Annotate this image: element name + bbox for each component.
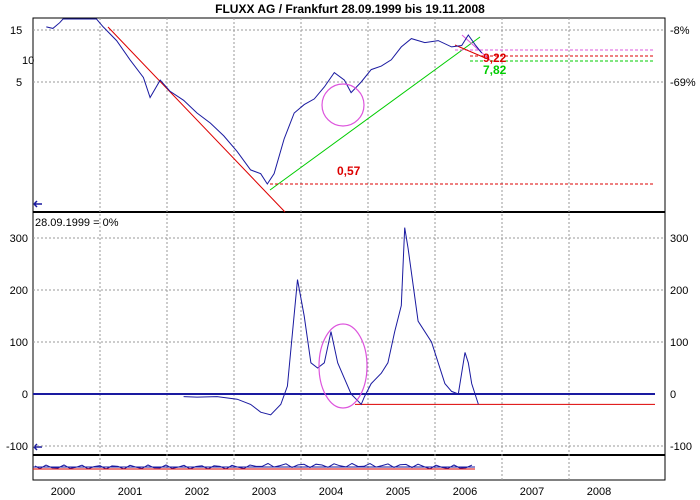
volume-line xyxy=(34,462,473,470)
perf-ytick-right: 0 xyxy=(670,389,676,401)
perf-ytick-left: 200 xyxy=(10,285,28,297)
x-tick-label: 2002 xyxy=(185,486,209,498)
price-ytick-10: 10 xyxy=(22,55,34,67)
price-series-line xyxy=(46,18,483,185)
x-tick-label: 2003 xyxy=(252,486,276,498)
x-tick-label: 2005 xyxy=(386,486,410,498)
annotation-057: 0,57 xyxy=(337,164,361,178)
price-ytick-right-1: -8% xyxy=(670,25,690,37)
x-tick-label: 2006 xyxy=(453,486,477,498)
x-tick-labels: 2000 2001 2002 2003 2004 2005 2006 2007 2008 xyxy=(51,486,611,498)
perf-ytick-right: 300 xyxy=(670,233,688,245)
x-tick-label: 2000 xyxy=(51,486,75,498)
price-highlight-circle xyxy=(321,83,365,127)
perf-ytick-right: 100 xyxy=(670,337,688,349)
perf-grid xyxy=(33,237,665,447)
price-ytick-15: 15 xyxy=(10,25,22,37)
x-tick-label: 2001 xyxy=(118,486,142,498)
perf-ytick-left: 0 xyxy=(22,389,28,401)
perf-ytick-left: -100 xyxy=(6,441,28,453)
resistance-trendline xyxy=(107,26,286,213)
price-grid xyxy=(33,29,665,83)
annotation-782: 7,82 xyxy=(483,63,507,77)
price-ytick-right-2: -69% xyxy=(670,77,696,89)
annotation-922: 9,22 xyxy=(483,51,507,65)
perf-ytick-labels: 300 300 200 200 100 100 0 0 -100 -100 xyxy=(6,233,692,453)
perf-ytick-right: -100 xyxy=(670,441,692,453)
perf-ytick-left: 100 xyxy=(10,337,28,349)
chart-title: FLUXX AG / Frankfurt 28.09.1999 bis 19.1… xyxy=(215,2,485,16)
chart-frame xyxy=(32,17,666,481)
x-tick-label: 2007 xyxy=(520,486,544,498)
x-grid xyxy=(99,18,570,480)
x-tick-label: 2008 xyxy=(587,486,611,498)
performance-series-line xyxy=(183,227,479,416)
price-arrow-icon xyxy=(33,200,42,208)
perf-highlight-ellipse xyxy=(318,323,368,409)
small-resistance-a xyxy=(454,44,491,61)
perf-ytick-left: 300 xyxy=(10,233,28,245)
small-resistance-b xyxy=(461,34,491,61)
perf-label: 28.09.1999 = 0% xyxy=(35,217,119,229)
perf-ytick-right: 200 xyxy=(670,285,688,297)
support-trendline xyxy=(269,36,481,191)
price-ytick-5: 5 xyxy=(16,77,22,89)
x-tick-label: 2004 xyxy=(319,486,343,498)
